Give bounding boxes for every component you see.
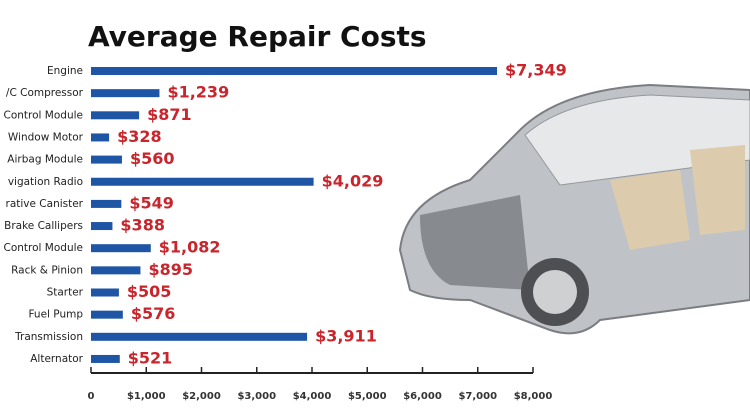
bar: [91, 222, 113, 231]
value-label: $3,911: [315, 326, 377, 345]
bar: [91, 288, 119, 297]
y-tick-label: vigation Radio: [8, 176, 83, 188]
bar: [91, 155, 122, 164]
value-label: $521: [128, 348, 173, 367]
value-label: $1,082: [159, 238, 221, 257]
bar: [91, 177, 314, 186]
y-tick-label: Rack & Pinion: [11, 264, 83, 276]
value-label: $505: [127, 282, 172, 301]
bar: [91, 244, 151, 253]
x-tick-label: $1,000: [127, 391, 166, 402]
x-tick-label: $7,000: [458, 391, 497, 402]
bar: [91, 266, 141, 275]
value-label: $871: [147, 105, 192, 124]
y-tick-label: Fuel Pump: [28, 309, 83, 321]
value-label: $388: [120, 216, 165, 235]
value-label: $1,239: [167, 83, 229, 102]
y-tick-label: Control Module: [4, 109, 83, 121]
bar: [91, 354, 120, 363]
x-tick-label: $4,000: [293, 391, 332, 402]
bar: [91, 67, 498, 75]
y-tick-label: Alternator: [30, 353, 83, 365]
x-tick-label: 0: [88, 391, 95, 402]
chart-title: Average Repair Costs: [88, 20, 427, 53]
bar: [91, 332, 308, 341]
car-illustration: [398, 83, 750, 335]
bar: [91, 199, 122, 208]
x-tick-label: $2,000: [182, 391, 221, 402]
bar: [91, 89, 160, 98]
y-tick-label: Window Motor: [8, 131, 84, 143]
y-tick-label: Control Module: [4, 242, 83, 254]
value-label: $576: [131, 304, 176, 323]
y-tick-label: Starter: [47, 287, 84, 299]
x-tick-label: $6,000: [403, 391, 442, 402]
bar: [91, 310, 123, 319]
bar: [91, 133, 110, 142]
y-tick-label: Airbag Module: [7, 154, 83, 166]
x-tick-label: $5,000: [348, 391, 387, 402]
value-label: $7,349: [505, 61, 567, 80]
x-tick-label: $3,000: [237, 391, 276, 402]
x-tick-label: $8,000: [514, 391, 553, 402]
value-label: $4,029: [322, 171, 384, 190]
y-tick-label: /C Compressor: [6, 87, 84, 99]
y-tick-label: Brake Callipers: [4, 220, 83, 232]
value-label: $895: [148, 260, 193, 279]
y-tick-label: Engine: [47, 65, 83, 77]
value-label: $328: [117, 127, 162, 146]
y-tick-label: rative Canister: [6, 198, 84, 210]
y-tick-label: Transmission: [14, 331, 83, 343]
value-label: $560: [130, 149, 175, 168]
value-label: $549: [129, 193, 174, 212]
bar: [91, 111, 140, 120]
